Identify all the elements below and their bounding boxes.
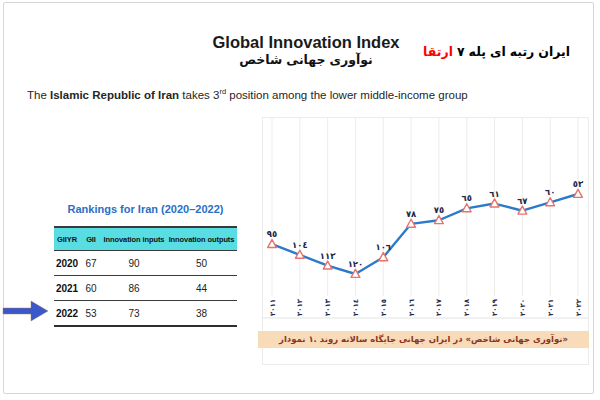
farsi-word: پله <box>469 44 486 59</box>
farsi-word: رتبه <box>510 44 535 59</box>
farsi-word: در <box>453 331 462 348</box>
farsi-word: جایگاه <box>370 331 396 348</box>
farsi-word: شاخص <box>239 52 282 67</box>
headline-farsi: ارتقا ۷ پله ای رتبهایران <box>395 44 570 62</box>
x-tick-label: ٢٠١١ <box>269 299 277 316</box>
data-point-label: ٧٨ <box>406 209 417 219</box>
data-point-label: ٦١ <box>489 189 499 199</box>
statement-bold: Islamic Republic of Iran <box>50 89 179 101</box>
farsi-word: روند <box>320 331 338 348</box>
table-row: 2022537338 <box>54 301 237 327</box>
data-point-label: ٧٥ <box>434 205 444 215</box>
trend-line <box>272 194 578 274</box>
x-tick-label: ٢٠٢١ <box>547 299 555 316</box>
table-title: Rankings for Iran (2020–2022) <box>53 203 238 215</box>
data-point-label: ١١٣ <box>320 251 336 261</box>
table-row: 2021608644 <box>54 276 237 301</box>
x-tick-label: ٢٠٢٠ <box>519 299 527 316</box>
x-tick-label: ٢٠١٨ <box>463 298 471 316</box>
data-point-label: ١٠٤ <box>292 240 308 250</box>
farsi-word: نمودار <box>279 331 305 348</box>
column-header: GIIYR <box>54 227 80 251</box>
farsi-word: جهانی <box>399 331 426 348</box>
farsi-word: «شاخص <box>466 331 501 348</box>
farsi-word: ای <box>490 44 506 59</box>
farsi-word: نوآوری <box>330 52 373 67</box>
x-tick-label: ٢٠١٣ <box>324 298 332 316</box>
farsi-word: ایران <box>538 44 570 59</box>
arrow-pointer <box>2 299 50 323</box>
value-cell: 60 <box>80 276 102 301</box>
x-tick-label: ٢٠١٥ <box>380 299 388 316</box>
farsi-word: نوآوری» <box>533 331 568 348</box>
statement-text: The Islamic Republic of Iran takes 3rd p… <box>27 87 468 101</box>
data-point-label: ٦٧ <box>517 196 528 206</box>
arrow-shape <box>3 301 48 321</box>
column-header: GII <box>80 227 102 251</box>
farsi-word: ایران <box>429 331 451 348</box>
value-cell: 44 <box>166 276 237 301</box>
value-cell: 50 <box>166 251 237 276</box>
x-tick-label: ٢٠١٤ <box>352 299 360 316</box>
data-point-label: ٩٥ <box>267 229 277 239</box>
rankings-header-row: GIIYRGIIInnovation inputsInnovation outp… <box>54 227 237 251</box>
data-point-marker <box>574 189 583 197</box>
year-cell: 2022 <box>54 301 80 327</box>
rankings-body: 202067905020216086442022537338 <box>54 251 237 327</box>
x-tick-label: ٢٠٢٢ <box>575 298 583 316</box>
column-header: Innovation inputs <box>102 227 166 251</box>
statement-mid: takes 3 <box>179 89 219 101</box>
value-cell: 53 <box>80 301 102 327</box>
x-tick-label: ٢٠١٦ <box>408 298 416 316</box>
farsi-word: ۷ <box>457 44 465 59</box>
figure-border <box>263 118 589 365</box>
table-row: 2020679050 <box>54 251 237 276</box>
data-point-label: ١٠٦ <box>375 242 391 252</box>
value-cell: 90 <box>102 251 166 276</box>
farsi-word: جهانی <box>503 331 530 348</box>
farsi-word: جهانی <box>286 52 325 67</box>
value-cell: 86 <box>102 276 166 301</box>
statement-pre: The <box>27 89 50 101</box>
data-point-label: ٦٥ <box>462 193 472 203</box>
data-point-marker <box>268 240 277 248</box>
value-cell: 73 <box>102 301 166 327</box>
statement-post: position among the lower middle-income g… <box>226 89 468 101</box>
chart-caption: نمودار١.روندسالانهجایگاهجهانیایراندر«شاخ… <box>258 331 589 348</box>
data-point-label: ١٢٠ <box>348 259 364 269</box>
data-point-label: ٥٣ <box>573 179 584 189</box>
value-cell: 38 <box>166 301 237 327</box>
x-tick-label: ٢٠١٧ <box>435 298 443 316</box>
rankings-table: GIIYRGIIInnovation inputsInnovation outp… <box>54 226 237 327</box>
x-tick-label: ٢٠١٩ <box>491 298 499 316</box>
value-cell: 67 <box>80 251 102 276</box>
trend-chart-svg: ٩٥ ٢٠١١ ١٠٤ ٢٠١٢ ١١٣ ٢٠١٣ ١٢٠ ٢٠١٤ ١٠٦ ٢٠١٥ ٧٨ ٢٠١٦… <box>258 114 592 366</box>
x-tick-label: ٢٠١٢ <box>296 298 304 316</box>
data-point-label: ٦٠ <box>545 187 555 197</box>
year-cell: 2021 <box>54 276 80 301</box>
year-cell: 2020 <box>54 251 80 276</box>
farsi-word: ١. <box>308 331 316 348</box>
farsi-word: سالانه <box>341 331 367 348</box>
column-header: Innovation outputs <box>166 227 237 251</box>
headline-red-word: ارتقا <box>423 44 453 59</box>
